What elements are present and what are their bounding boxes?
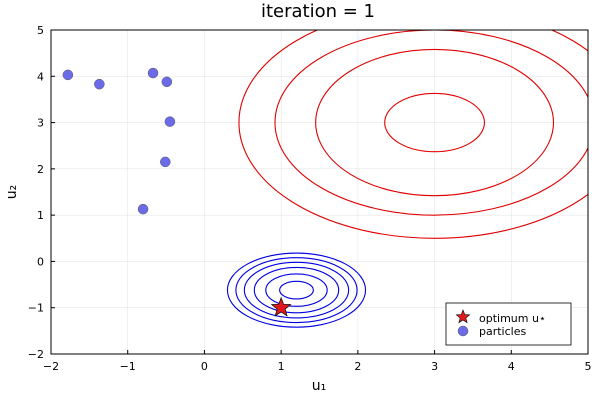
y-tick-label: 0 (37, 255, 44, 268)
contour-ellipse (226, 252, 367, 328)
chart-title: iteration = 1 (261, 1, 375, 22)
y-axis-label: u₂ (4, 185, 20, 200)
x-axis-label: u₁ (312, 378, 327, 394)
legend-label-particles: particles (479, 325, 526, 338)
contour-ellipse (243, 261, 350, 319)
y-tick-label: 2 (37, 163, 44, 176)
contour-lines (226, 30, 588, 328)
y-tick-label: 5 (37, 24, 44, 37)
y-tick-label: 3 (37, 117, 44, 130)
particle-point (147, 67, 159, 79)
legend-box (445, 302, 572, 346)
particle-point (164, 116, 176, 127)
x-tick-label: −2 (43, 360, 59, 373)
y-tick-label: 4 (37, 70, 44, 83)
legend-circle-marker (457, 325, 469, 337)
contour-ellipse (315, 48, 555, 197)
particle-point (160, 156, 171, 168)
contour-ellipse (235, 257, 358, 324)
data-points (62, 67, 292, 317)
y-tick-label: −2 (28, 348, 44, 361)
plot-frame (50, 29, 589, 355)
contour-ellipse (384, 92, 485, 153)
contour-ellipse (253, 266, 340, 314)
particle-point (161, 76, 173, 88)
x-tick-label: 0 (201, 360, 208, 373)
x-tick-label: 5 (585, 360, 592, 373)
particle-point (94, 78, 105, 90)
legend-star-marker (455, 309, 471, 324)
axis-ticks: −2 −1 0 1 2 3 4 5 −2 −1 0 1 2 3 4 5 (28, 24, 592, 373)
optimum-star-point (270, 296, 292, 317)
legend: optimum u⋆ particles (445, 302, 572, 346)
legend-label-optimum: optimum u⋆ (479, 312, 546, 325)
particle-point (62, 69, 74, 81)
x-tick-label: −1 (120, 360, 136, 373)
x-tick-label: 4 (508, 360, 515, 373)
x-tick-label: 2 (354, 360, 361, 373)
particle-point (137, 203, 149, 215)
contour-ellipse (279, 280, 314, 300)
contour-ellipse (265, 273, 328, 307)
y-tick-label: 1 (37, 209, 44, 222)
x-tick-label: 1 (278, 360, 285, 373)
contour-ellipse (238, 30, 588, 239)
contour-ellipse (274, 30, 588, 216)
x-tick-label: 3 (431, 360, 438, 373)
y-tick-label: −1 (28, 302, 44, 315)
